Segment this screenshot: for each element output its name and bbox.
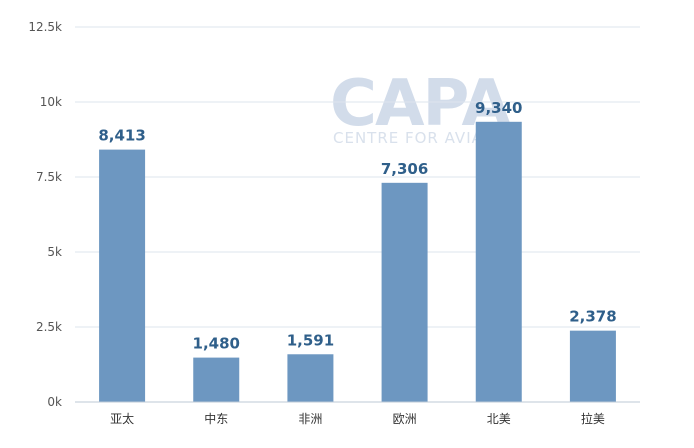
bar [569,330,616,402]
watermark-tagline: CENTRE FOR AVIATION [333,129,522,147]
bar [381,182,428,402]
category-label: 亚太 [110,411,134,426]
data-label: 7,306 [381,160,428,178]
y-tick-label: 10k [40,95,62,109]
bar [475,121,522,403]
bar [193,357,240,402]
data-label: 1,591 [287,331,334,349]
category-label: 非洲 [298,412,322,426]
category-labels: 亚太 中东 非洲 欧洲 北美 拉美 [110,411,605,426]
y-tick-label: 12.5k [28,20,62,34]
bar [99,149,146,402]
y-axis-tick-labels: 0k 2.5k 5k 7.5k 10k 12.5k [28,20,62,409]
data-label: 1,480 [193,335,240,353]
category-label: 北美 [487,412,511,426]
data-label: 2,378 [569,308,616,326]
y-tick-label: 2.5k [36,320,62,334]
category-label: 中东 [204,411,228,426]
data-label: 8,413 [98,127,145,145]
data-label: 9,340 [475,99,522,117]
y-tick-label: 0k [47,395,62,409]
category-label: 欧洲 [393,412,417,426]
gridlines [75,26,640,328]
bars [99,121,616,403]
data-labels: 8,413 1,480 1,591 7,306 9,340 2,378 [98,99,616,353]
category-label: 拉美 [581,411,605,426]
bar [287,354,334,402]
y-tick-label: 5k [47,245,62,259]
y-tick-label: 7.5k [36,170,62,184]
capa-watermark: CAPA CENTRE FOR AVIATION [330,67,522,147]
